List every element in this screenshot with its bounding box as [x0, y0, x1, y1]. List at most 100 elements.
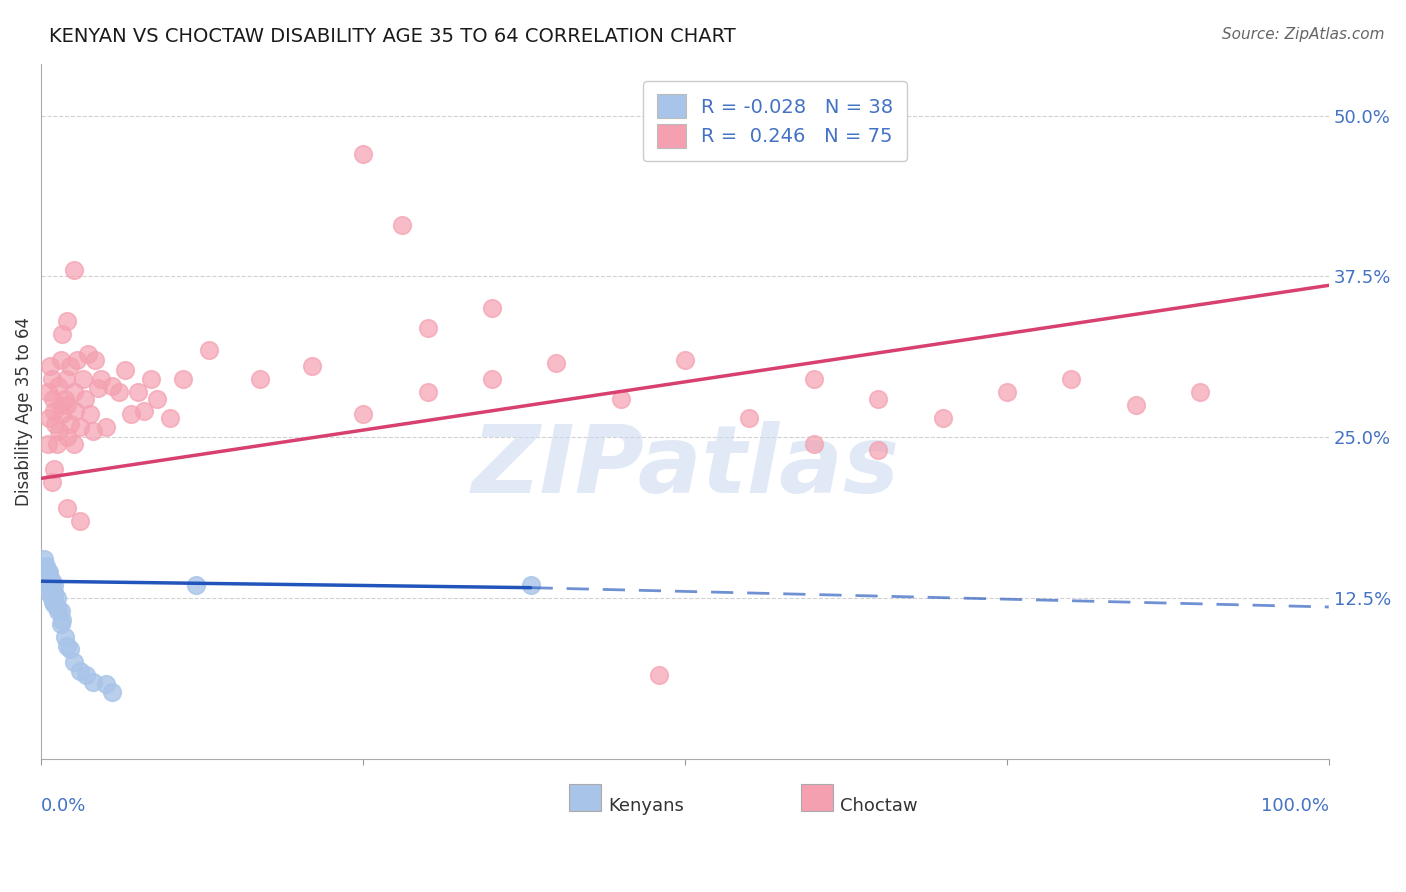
Point	[301, 359, 323, 374]
Point	[39, 587, 62, 601]
Point	[107, 385, 129, 400]
Text: KENYAN VS CHOCTAW DISABILITY AGE 35 TO 64 CORRELATION CHART: KENYAN VS CHOCTAW DISABILITY AGE 35 TO 6…	[49, 27, 735, 45]
Point	[56, 430, 79, 444]
Point	[391, 218, 413, 232]
Point	[49, 616, 72, 631]
Point	[146, 392, 169, 406]
Point	[120, 407, 142, 421]
Point	[34, 561, 56, 575]
Point	[55, 372, 77, 386]
Point	[53, 630, 76, 644]
Point	[352, 147, 374, 161]
Point	[519, 578, 541, 592]
Point	[59, 359, 82, 374]
Point	[63, 404, 86, 418]
Point	[39, 572, 62, 586]
Point	[49, 353, 72, 368]
Point	[41, 584, 63, 599]
Point	[39, 578, 62, 592]
Point	[45, 436, 67, 450]
Point	[184, 578, 207, 592]
Point	[56, 500, 79, 515]
Point	[41, 475, 63, 490]
Point	[94, 420, 117, 434]
Point	[59, 642, 82, 657]
Point	[66, 353, 89, 368]
Point	[1188, 385, 1211, 400]
Point	[38, 574, 60, 589]
Point	[127, 385, 149, 400]
Point	[159, 410, 181, 425]
Point	[42, 595, 65, 609]
Point	[79, 407, 101, 421]
Text: ZIPatlas: ZIPatlas	[471, 421, 898, 513]
Point	[803, 372, 825, 386]
Point	[416, 320, 439, 334]
Point	[1060, 372, 1083, 386]
Point	[51, 407, 73, 421]
Point	[41, 591, 63, 605]
Point	[37, 385, 59, 400]
Text: Source: ZipAtlas.com: Source: ZipAtlas.com	[1222, 27, 1385, 42]
Text: 100.0%: 100.0%	[1261, 797, 1329, 815]
Point	[868, 392, 890, 406]
Point	[249, 372, 271, 386]
Point	[37, 578, 59, 592]
Point	[101, 378, 124, 392]
Point	[69, 514, 91, 528]
Point	[46, 604, 69, 618]
Point	[62, 385, 84, 400]
Point	[39, 359, 62, 374]
Point	[62, 263, 84, 277]
Point	[416, 385, 439, 400]
Point	[44, 417, 66, 432]
Text: Kenyans: Kenyans	[607, 797, 683, 815]
Point	[38, 566, 60, 580]
Point	[45, 591, 67, 605]
Point	[481, 372, 503, 386]
Y-axis label: Disability Age 35 to 64: Disability Age 35 to 64	[15, 317, 32, 506]
Point	[41, 372, 63, 386]
Point	[42, 587, 65, 601]
Point	[49, 398, 72, 412]
Point	[648, 668, 671, 682]
Point	[82, 424, 104, 438]
Point	[37, 436, 59, 450]
Point	[35, 558, 58, 573]
Point	[62, 436, 84, 450]
Point	[673, 353, 696, 368]
Text: Choctaw: Choctaw	[839, 797, 917, 815]
Point	[38, 582, 60, 596]
Point	[481, 301, 503, 316]
FancyBboxPatch shape	[569, 784, 602, 811]
Point	[44, 462, 66, 476]
Point	[82, 674, 104, 689]
Point	[38, 410, 60, 425]
Point	[56, 398, 79, 412]
Point	[41, 574, 63, 589]
Point	[803, 436, 825, 450]
Point	[134, 404, 156, 418]
Point	[48, 424, 70, 438]
Point	[72, 372, 94, 386]
Point	[546, 355, 568, 369]
Point	[62, 655, 84, 669]
Point	[868, 443, 890, 458]
Point	[69, 420, 91, 434]
Point	[44, 584, 66, 599]
Point	[172, 372, 194, 386]
Point	[37, 566, 59, 580]
Point	[53, 392, 76, 406]
Point	[51, 327, 73, 342]
Legend: R = -0.028   N = 38, R =  0.246   N = 75: R = -0.028 N = 38, R = 0.246 N = 75	[643, 81, 907, 161]
Point	[32, 552, 55, 566]
Point	[94, 677, 117, 691]
Text: 0.0%: 0.0%	[41, 797, 87, 815]
Point	[995, 385, 1018, 400]
Point	[56, 314, 79, 328]
Point	[46, 378, 69, 392]
Point	[931, 410, 953, 425]
Point	[44, 578, 66, 592]
Point	[87, 381, 110, 395]
Point	[35, 569, 58, 583]
